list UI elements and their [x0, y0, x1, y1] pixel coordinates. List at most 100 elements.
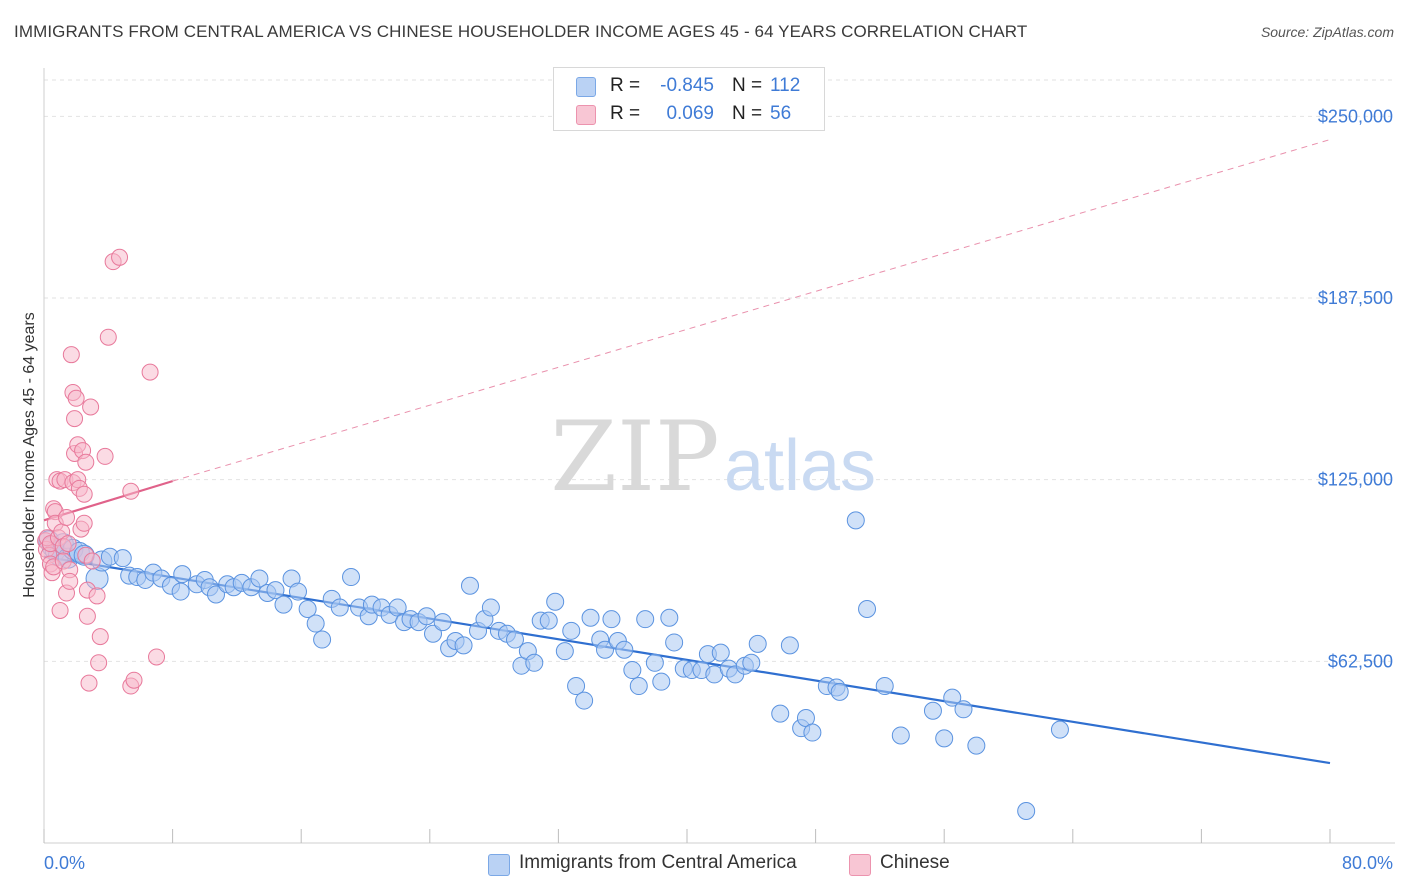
y-tick-label: $125,000	[1318, 470, 1393, 490]
legend-row-central-america: R = -0.845 N = 112	[554, 72, 824, 100]
data-point-central-america	[771, 704, 790, 723]
data-point-central-america	[575, 691, 594, 710]
data-point-central-america	[943, 688, 962, 707]
data-point-central-america	[660, 608, 679, 627]
legend-row-chinese: R = 0.069 N = 56	[554, 100, 824, 128]
chart-source: Source: ZipAtlas.com	[1260, 24, 1394, 40]
data-point-central-america	[623, 661, 642, 680]
legend-r-value: 0.069	[666, 103, 714, 124]
data-point-central-america	[891, 726, 910, 745]
legend-n-value: 112	[770, 75, 801, 96]
data-point-chinese	[75, 485, 93, 503]
data-point-central-america	[454, 636, 473, 655]
legend-n-value: 56	[770, 103, 792, 124]
data-point-central-america	[923, 701, 942, 720]
data-point-chinese	[75, 514, 93, 532]
legend-r-value: -0.845	[660, 75, 714, 96]
data-point-chinese	[125, 671, 143, 689]
data-point-chinese	[66, 410, 84, 428]
data-point-central-america	[288, 582, 307, 601]
data-point-central-america	[562, 621, 581, 640]
data-point-central-america	[330, 598, 349, 617]
axes	[43, 68, 1395, 844]
data-point-central-america	[171, 582, 190, 601]
data-point-chinese	[59, 535, 77, 553]
data-point-central-america	[954, 700, 973, 719]
data-point-chinese	[61, 572, 79, 590]
data-point-central-america	[525, 653, 544, 672]
x-tick-label: 80.0%	[1342, 853, 1393, 873]
data-point-central-america	[207, 585, 226, 604]
series-chinese	[37, 248, 166, 695]
data-point-chinese	[51, 601, 69, 619]
data-point-central-america	[1050, 720, 1069, 739]
tick-labels: $62,500 $125,000 $187,500 $250,000 0.0% 80.0%	[44, 106, 1393, 873]
legend-label: Chinese	[880, 852, 950, 873]
data-point-central-america	[652, 672, 671, 691]
x-tick-label: 0.0%	[44, 853, 85, 873]
y-tick-label: $187,500	[1318, 288, 1393, 308]
legend-swatch-pink	[849, 854, 871, 876]
data-point-chinese	[111, 248, 129, 266]
series-central-america	[38, 511, 1069, 821]
trend-line-chinese-extrapolated	[172, 139, 1331, 482]
data-point-chinese	[80, 674, 98, 692]
data-point-central-america	[555, 642, 574, 661]
data-point-central-america	[481, 598, 500, 617]
legend-n-label: N =	[732, 103, 763, 124]
data-point-central-america	[250, 569, 269, 588]
data-point-chinese	[83, 552, 101, 570]
legend-swatch-pink	[576, 105, 596, 125]
data-point-central-america	[546, 592, 565, 611]
data-point-central-america	[298, 600, 317, 619]
data-point-chinese	[148, 648, 166, 666]
data-point-central-america	[505, 630, 524, 649]
data-point-chinese	[58, 508, 76, 526]
data-point-central-america	[711, 643, 730, 662]
legend-r-label: R =	[610, 103, 641, 124]
data-point-central-america	[581, 608, 600, 627]
data-point-central-america	[665, 633, 684, 652]
data-point-chinese	[141, 363, 159, 381]
legend-n-label: N =	[732, 75, 763, 96]
data-point-central-america	[342, 568, 361, 587]
data-point-central-america	[274, 595, 293, 614]
gridlines	[44, 79, 1395, 662]
data-point-chinese	[90, 654, 108, 672]
y-tick-label: $62,500	[1328, 651, 1393, 671]
data-point-chinese	[99, 328, 117, 346]
watermark-atlas: atlas	[724, 426, 876, 506]
data-point-central-america	[602, 610, 621, 629]
data-point-central-america	[266, 581, 285, 600]
data-point-central-america	[596, 640, 615, 659]
data-point-central-america	[846, 511, 865, 530]
data-point-central-america	[636, 610, 655, 629]
data-point-central-america	[1017, 802, 1036, 821]
data-point-central-america	[539, 611, 558, 630]
data-point-chinese	[78, 607, 96, 625]
data-point-central-america	[803, 723, 822, 742]
data-point-central-america	[313, 630, 332, 649]
watermark: ZIP atlas	[550, 401, 876, 513]
watermark-zip: ZIP	[550, 401, 719, 513]
data-point-central-america	[615, 640, 634, 659]
data-point-chinese	[88, 587, 106, 605]
y-tick-label: $250,000	[1318, 106, 1393, 126]
data-point-central-america	[875, 677, 894, 696]
data-point-central-america	[935, 729, 954, 748]
data-point-chinese	[82, 398, 100, 416]
data-point-central-america	[645, 653, 664, 672]
series-legend: Immigrants from Central America Chinese	[0, 852, 1406, 878]
data-point-chinese	[62, 346, 80, 364]
chart-title: IMMIGRANTS FROM CENTRAL AMERICA VS CHINE…	[14, 22, 1028, 41]
data-point-central-america	[830, 682, 849, 701]
correlation-legend: R = -0.845 N = 112 R = 0.069 N = 56	[553, 67, 825, 131]
data-point-chinese	[122, 482, 140, 500]
legend-label: Immigrants from Central America	[519, 852, 797, 873]
legend-swatch-blue	[576, 77, 596, 97]
data-point-chinese	[77, 453, 95, 471]
data-point-central-america	[748, 634, 767, 653]
data-point-central-america	[433, 613, 452, 632]
data-point-chinese	[96, 447, 114, 465]
data-point-central-america	[417, 607, 436, 626]
